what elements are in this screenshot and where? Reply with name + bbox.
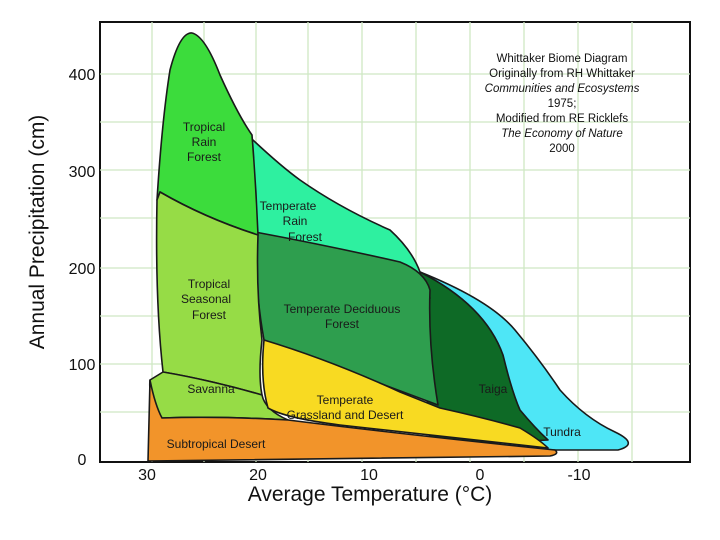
credit-line-3: Communities and Ecosystems [485, 83, 640, 95]
credit-line-5: Modified from RE Ricklefs [496, 113, 629, 125]
x-tick-30: 30 [138, 467, 156, 484]
label-tropical-rain-forest-1: Tropical [183, 120, 225, 134]
y-tick-400: 400 [69, 67, 96, 84]
y-tick-300: 300 [69, 164, 96, 181]
label-tundra: Tundra [543, 425, 581, 439]
x-axis-title: Average Temperature (°C) [248, 483, 493, 506]
y-tick-100: 100 [69, 357, 96, 374]
label-temperate-deciduous-forest-1: Temperate Deciduous [284, 302, 401, 316]
label-temperate-grassland-1: Temperate [317, 393, 374, 407]
region-taiga [419, 271, 549, 447]
x-tick-minus-10: -10 [567, 467, 590, 484]
credit-line-6: The Economy of Nature [501, 128, 622, 140]
credit-line-2: Originally from RH Whittaker [489, 68, 635, 80]
label-tropical-rain-forest-2: Rain [192, 135, 217, 149]
y-tick-200: 200 [69, 261, 96, 278]
y-tick-0: 0 [78, 452, 87, 469]
biome-regions [147, 32, 630, 462]
region-subtropical-desert [147, 379, 558, 462]
credit-line-7: 2000 [549, 143, 575, 155]
label-subtropical-desert: Subtropical Desert [167, 437, 266, 451]
label-temperate-grassland-2: Grassland and Desert [287, 408, 404, 422]
label-temperate-rain-forest-3: Forest [288, 230, 323, 244]
x-tick-0: 0 [476, 467, 485, 484]
x-axis-ticks: 30 20 10 0 -10 [138, 467, 591, 484]
label-tropical-seasonal-forest-2: Seasonal [181, 292, 231, 306]
credit-annotation: Whittaker Biome Diagram Originally from … [485, 53, 640, 155]
x-tick-20: 20 [249, 467, 267, 484]
credit-line-1: Whittaker Biome Diagram [496, 53, 627, 65]
label-tropical-seasonal-forest-1: Tropical [188, 277, 230, 291]
x-tick-10: 10 [360, 467, 378, 484]
y-axis-title: Annual Precipitation (cm) [26, 115, 49, 350]
label-tropical-seasonal-forest-3: Forest [192, 308, 227, 322]
region-tropical-seasonal-forest [155, 191, 263, 396]
y-axis-ticks: 400 300 200 100 0 [69, 67, 96, 469]
label-temperate-deciduous-forest-2: Forest [325, 317, 360, 331]
region-temperate-grassland [261, 339, 549, 449]
label-savanna: Savanna [187, 382, 235, 396]
label-temperate-rain-forest-1: Temperate [260, 199, 317, 213]
label-tropical-rain-forest-3: Forest [187, 150, 222, 164]
label-temperate-rain-forest-2: Rain [283, 214, 308, 228]
label-taiga: Taiga [479, 382, 508, 396]
credit-line-4: 1975; [548, 98, 577, 110]
biome-labels: Tropical Rain Forest Temperate Rain Forest T… [167, 120, 581, 451]
